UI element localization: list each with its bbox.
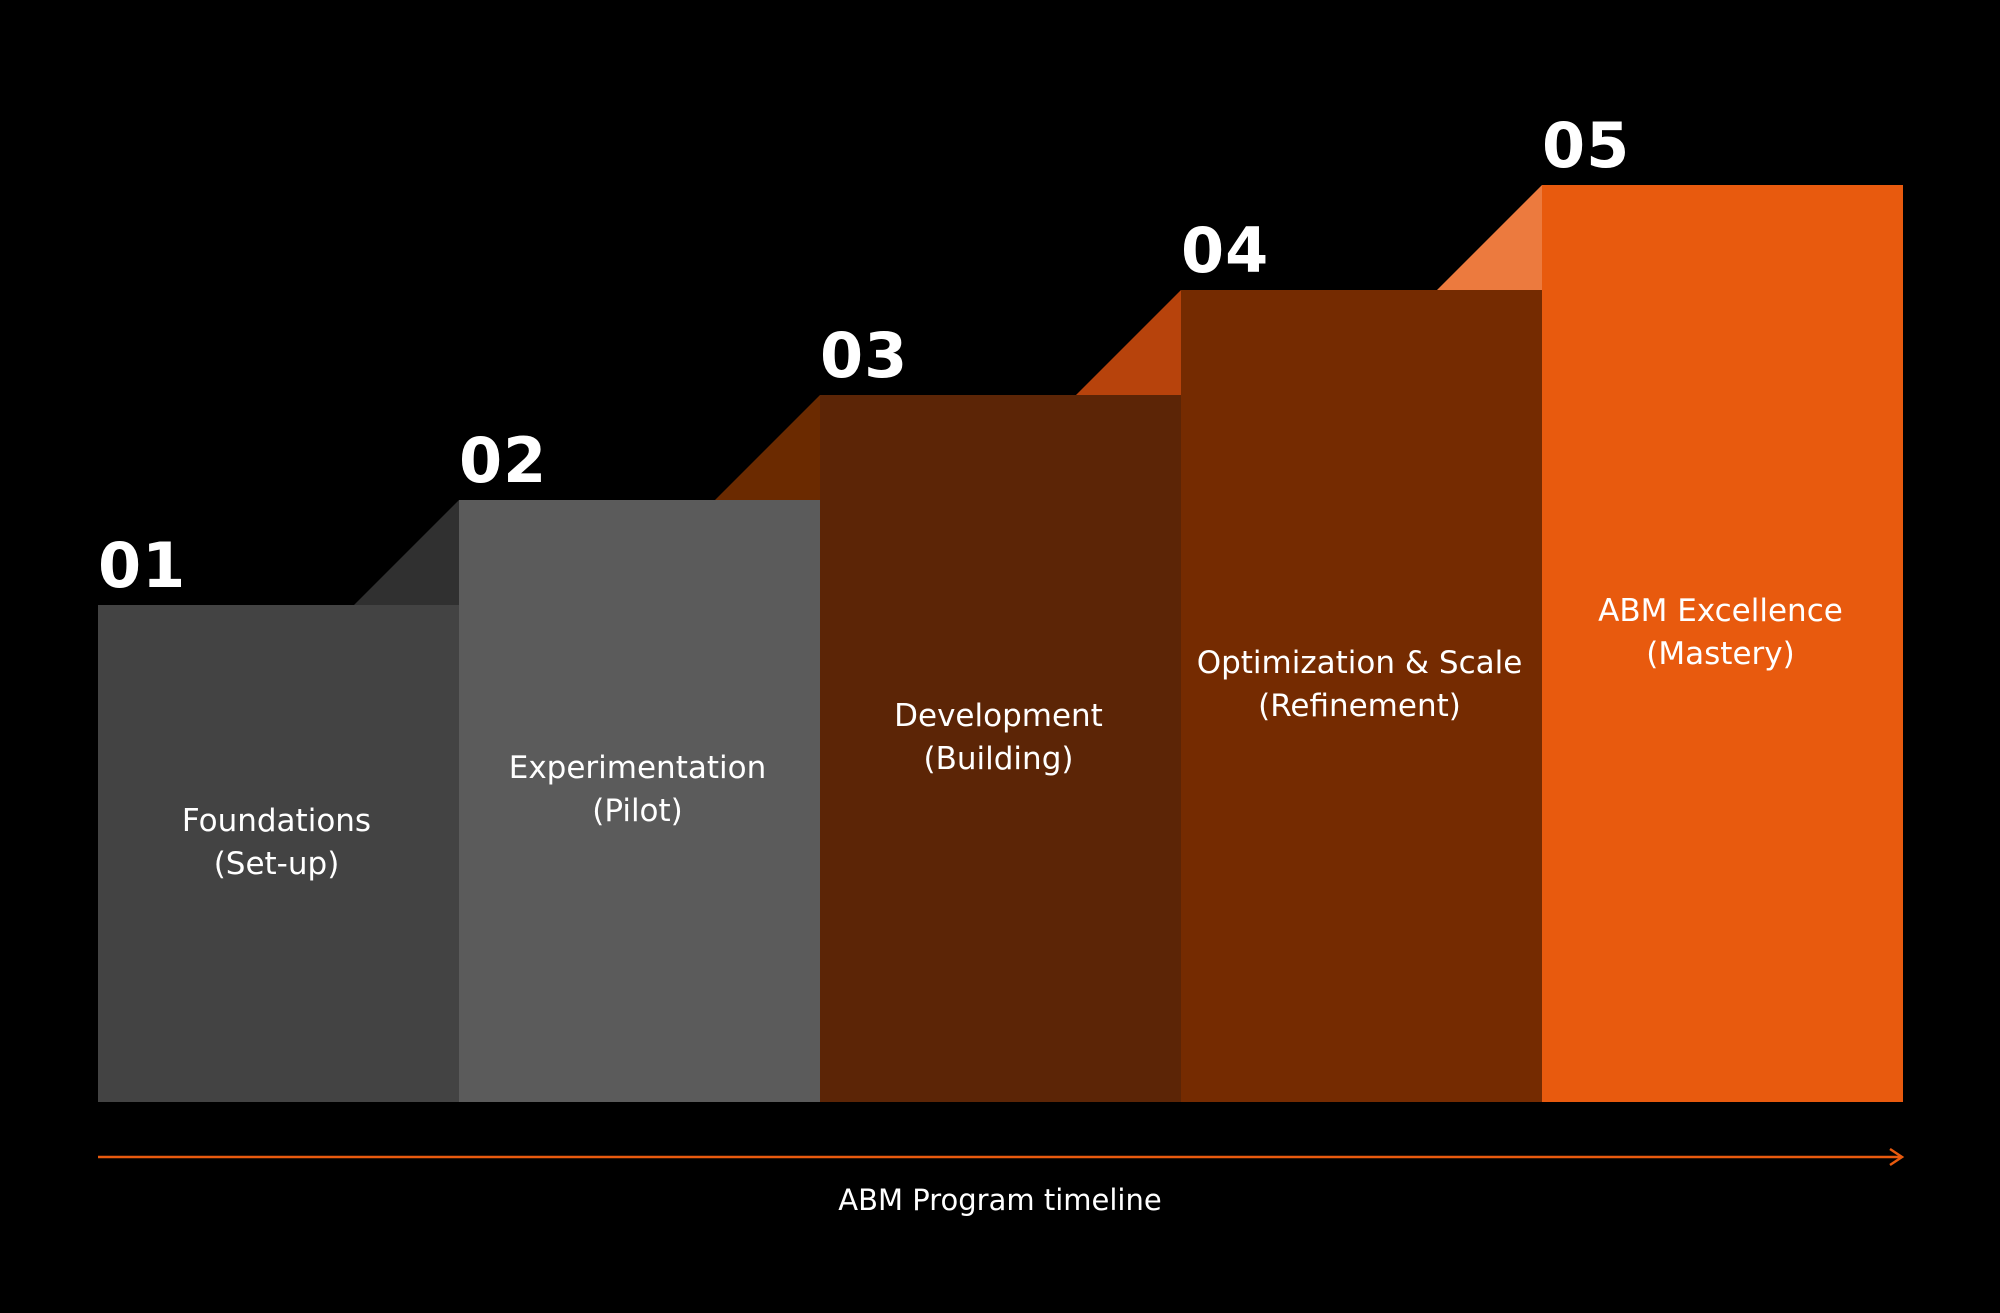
timeline-label: ABM Program timeline (838, 1183, 1162, 1217)
stage-05-number: 05 (1542, 109, 1631, 182)
stage-02-bevel (715, 395, 820, 500)
stage-03-block (820, 395, 1181, 1102)
stage-05-title: ABM Excellence (1598, 592, 1843, 629)
stage-03-subtitle: (Building) (923, 740, 1074, 777)
stage-03-label: Development (Building) (818, 695, 1179, 781)
stage-05-block (1542, 185, 1903, 1102)
stage-05-label: ABM Excellence (Mastery) (1540, 590, 1901, 676)
stage-01-subtitle: (Set-up) (213, 845, 340, 882)
stage-04-bevel (1437, 185, 1542, 290)
stage-01-block (98, 605, 459, 1102)
stage-04-subtitle: (Refinement) (1258, 688, 1461, 724)
timeline-arrow (98, 1147, 1905, 1167)
stage-04-number: 04 (1181, 214, 1270, 287)
stage-02-subtitle: (Pilot) (592, 793, 683, 829)
stage-02-label: Experimentation (Pilot) (457, 747, 818, 833)
stage-01-title: Foundations (181, 802, 372, 839)
arrow-right-icon (1889, 1147, 1905, 1167)
stage-05-subtitle: (Mastery) (1646, 635, 1795, 672)
stage-03-bevel (1076, 290, 1181, 395)
stage-04-label: Optimization & Scale (Refinement) (1179, 642, 1540, 728)
stage-02-block (459, 500, 820, 1102)
stage-01-number: 01 (98, 529, 187, 602)
stage-04-title: Optimization & Scale (1196, 645, 1523, 681)
stage-03-title: Development (894, 697, 1103, 734)
stage-02-title: Experimentation (508, 750, 767, 786)
stage-02-number: 02 (459, 424, 548, 497)
stage-04-block (1181, 290, 1542, 1102)
stage-03-number: 03 (820, 319, 909, 392)
stage-01-bevel (354, 500, 459, 605)
stage-01-label: Foundations (Set-up) (96, 800, 457, 886)
